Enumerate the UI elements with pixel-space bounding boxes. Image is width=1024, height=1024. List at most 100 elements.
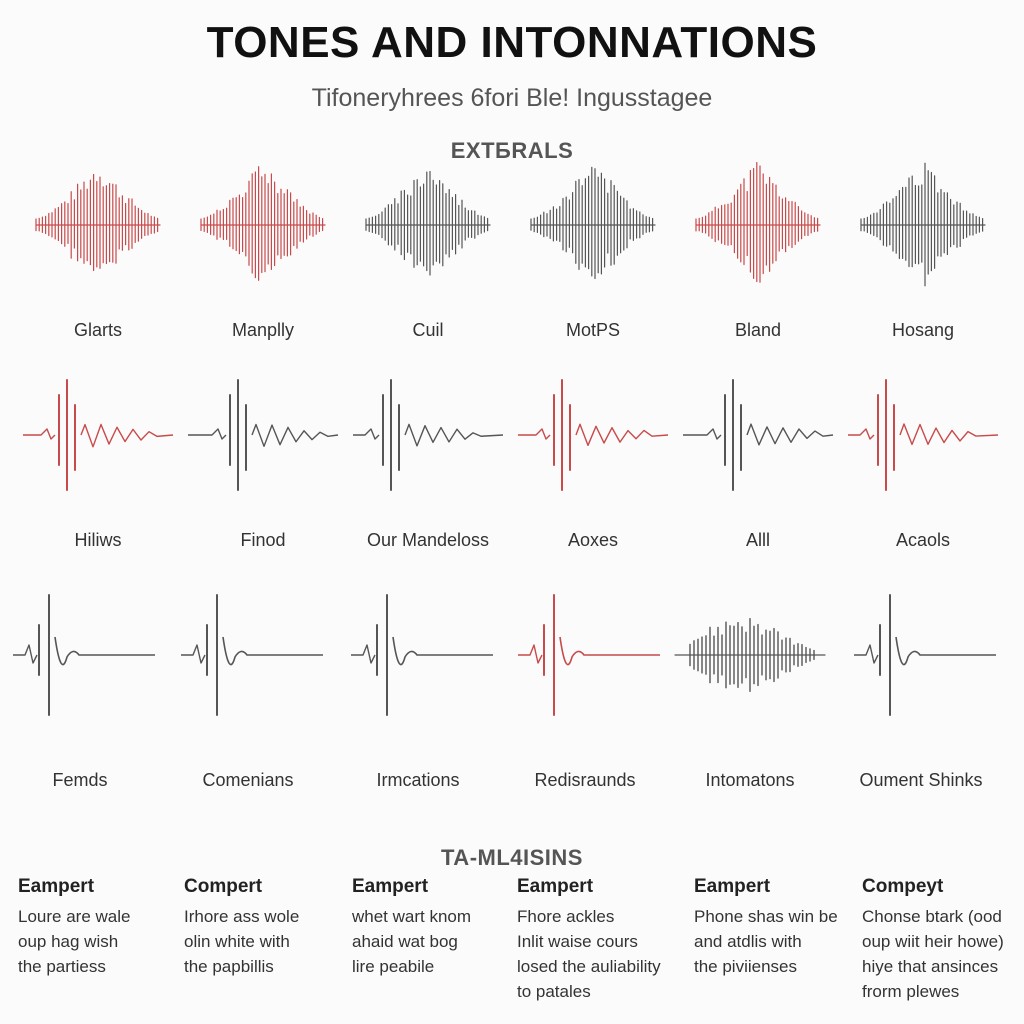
example-heading: Compert xyxy=(184,876,263,897)
waveform-label: Hosang xyxy=(891,320,955,340)
waveform-stroke xyxy=(848,428,875,440)
waveform-cell: Comenians xyxy=(163,580,333,800)
waveform-stroke xyxy=(13,644,38,664)
examples-row: Eampert Loure are wale oup hag wish the … xyxy=(0,876,1024,1016)
waveform-glyph xyxy=(848,379,999,491)
example-column: Compeyt Chonse btark (ood oup wiit heir … xyxy=(862,876,1024,1004)
waveform-glyph xyxy=(13,594,155,716)
example-line: to patales xyxy=(517,982,591,1001)
waveform-cell: Hiliws xyxy=(13,360,183,580)
example-heading: Eampert xyxy=(352,876,429,897)
example-column: Eampert whet wart knom ahaid wat bog lir… xyxy=(352,876,522,979)
waveform-glyph xyxy=(683,379,834,491)
example-line: Inlit waise cours xyxy=(517,932,638,951)
waveform-label: Glarts xyxy=(73,320,122,340)
waveform-stroke xyxy=(746,423,834,446)
waveform-cell: Redisraunds xyxy=(500,580,670,800)
waveform-label: MotPS xyxy=(565,320,621,340)
waveform-cell: Cuil xyxy=(343,150,513,370)
waveform-label: Irmcations xyxy=(376,770,460,790)
example-heading: Eampert xyxy=(517,876,594,897)
waveform-row-2: Hiliws Finod Our Mandeloss Aoxes Alll Ac… xyxy=(0,360,1024,580)
waveform-glyph xyxy=(530,166,656,280)
waveform-stroke xyxy=(683,428,722,440)
waveform-cell: Hosang xyxy=(838,150,1008,370)
waveform-stroke xyxy=(559,636,660,666)
waveform-cell: MotPS xyxy=(508,150,678,370)
waveform-cell: Oument Shinks xyxy=(836,580,1006,800)
waveform-cell: Finod xyxy=(178,360,348,580)
waveform-label: Our Mandeloss xyxy=(366,530,490,550)
example-column: Eampert Loure are wale oup hag wish the … xyxy=(18,876,188,979)
example-heading: Compeyt xyxy=(862,876,944,897)
waveform-label: Redisraunds xyxy=(534,770,636,790)
waveform-glyph xyxy=(854,594,996,716)
waveform-label: Alll xyxy=(745,530,770,550)
waveform-stroke xyxy=(188,428,227,440)
example-column: Compert Irhore ass wole olin white with … xyxy=(184,876,354,979)
page-subtitle: Tifoneryhrees 6fori Ble! Ingusstagee xyxy=(311,84,713,112)
waveform-stroke xyxy=(854,644,879,664)
waveform-cell: Femds xyxy=(0,580,165,800)
waveform-glyph xyxy=(674,617,826,693)
waveform-glyph xyxy=(23,379,174,491)
waveform-stroke xyxy=(251,423,339,448)
example-line: lire peabile xyxy=(352,957,435,976)
example-heading: Eampert xyxy=(18,876,95,897)
waveform-label: Comenians xyxy=(202,770,294,790)
example-line: frorm plewes xyxy=(862,982,960,1001)
waveform-cell: Irmcations xyxy=(333,580,503,800)
example-line: Chonse btark (ood xyxy=(862,907,1002,926)
waveform-label: Femds xyxy=(52,770,108,790)
example-column: Eampert Fhore ackles Inlit waise cours l… xyxy=(517,876,687,1004)
waveform-stroke xyxy=(23,428,56,440)
example-line: hiye that ansinces xyxy=(862,957,999,976)
waveform-cell: Aoxes xyxy=(508,360,678,580)
waveform-stroke xyxy=(351,644,376,664)
waveform-stroke xyxy=(518,644,543,664)
waveform-glyph xyxy=(200,166,326,281)
example-line: oup wiit heir howe) xyxy=(862,932,1004,951)
waveform-cell: Manplly xyxy=(178,150,348,370)
waveform-label: Acaols xyxy=(895,530,951,550)
example-line: the papbillis xyxy=(184,957,274,976)
example-column: Eampert Phone shas win be and atdlis wit… xyxy=(694,876,864,979)
example-line: oup hag wish xyxy=(18,932,119,951)
waveform-label: Finod xyxy=(240,530,286,550)
example-line: losed the auliability xyxy=(517,957,661,976)
waveform-label: Intomatons xyxy=(705,770,795,790)
example-line: Phone shas win be xyxy=(694,907,838,926)
waveform-glyph xyxy=(181,594,323,716)
waveform-glyph xyxy=(518,594,660,716)
waveform-glyph xyxy=(35,173,161,272)
waveform-row-3: Femds Comenians Irmcations Redisraunds I… xyxy=(0,580,1024,800)
example-line: ahaid wat bog xyxy=(352,932,458,951)
waveform-stroke xyxy=(575,423,669,447)
waveform-stroke xyxy=(353,428,380,440)
waveform-stroke xyxy=(518,428,551,440)
waveform-glyph xyxy=(351,594,493,716)
waveform-glyph xyxy=(518,379,669,491)
waveform-stroke xyxy=(54,636,155,666)
waveform-stroke xyxy=(899,423,999,446)
waveform-stroke xyxy=(222,636,323,666)
waveform-glyph xyxy=(860,162,986,287)
waveform-stroke xyxy=(80,423,174,448)
waveform-stroke xyxy=(392,636,493,666)
waveform-cell: Our Mandeloss xyxy=(343,360,513,580)
waveform-cell: Acaols xyxy=(838,360,1008,580)
waveform-row-1: Glarts Manplly Cuil MotPS Bland Hosang xyxy=(0,150,1024,370)
waveform-cell: Intomatons xyxy=(665,580,835,800)
example-line: the partiess xyxy=(18,957,106,976)
section-label-top: EXTБRALS xyxy=(450,138,574,163)
example-line: Irhore ass wole xyxy=(184,907,300,926)
waveform-label: Cuil xyxy=(412,320,444,340)
waveform-label: Bland xyxy=(734,320,782,340)
waveform-cell: Bland xyxy=(673,150,843,370)
waveform-label: Manplly xyxy=(231,320,295,340)
waveform-glyph xyxy=(353,379,504,491)
waveform-cell: Alll xyxy=(673,360,843,580)
waveform-stroke xyxy=(404,423,504,447)
section-label-bottom: TA-ML4ISINS xyxy=(441,845,583,870)
example-line: whet wart knom xyxy=(352,907,472,926)
